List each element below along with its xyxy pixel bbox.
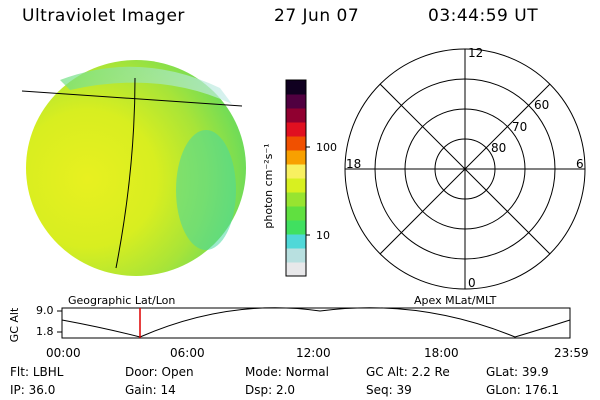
info-dsp: Dsp: 2.0 bbox=[245, 383, 296, 397]
altitude-xtick-0600: 06:00 bbox=[170, 346, 205, 360]
colorbar-segment bbox=[286, 108, 306, 123]
altitude-xtick-2359: 23:59 bbox=[554, 346, 589, 360]
info-ip: IP: 36.0 bbox=[10, 383, 56, 397]
geographic-caption: Geographic Lat/Lon bbox=[68, 294, 176, 307]
altitude-curve bbox=[61, 307, 571, 338]
colorbar-segment bbox=[286, 80, 306, 95]
colorbar: photon cm⁻²s⁻¹ bbox=[262, 79, 310, 277]
mlat-label-70: 70 bbox=[512, 120, 528, 134]
colorbar-segment bbox=[286, 178, 306, 193]
altitude-plot: GC Alt bbox=[8, 307, 571, 342]
altitude-ytick-9: 9.0 bbox=[36, 304, 54, 317]
altitude-xtick-0000: 00:00 bbox=[46, 346, 81, 360]
altitude-xtick-1200: 12:00 bbox=[296, 346, 331, 360]
latitude-line bbox=[21, 90, 243, 107]
mlat-label-60: 60 bbox=[534, 98, 550, 112]
earth-disk-image bbox=[21, 60, 246, 276]
colorbar-frame bbox=[285, 79, 307, 277]
mlt-label-6: 6 bbox=[576, 157, 584, 171]
colorbar-stack bbox=[286, 80, 306, 277]
mlt-label-0: 0 bbox=[468, 276, 476, 290]
info-glat: GLat: 39.9 bbox=[486, 365, 549, 379]
mlt-label-18: 18 bbox=[346, 157, 362, 171]
colorbar-segment bbox=[286, 136, 306, 151]
colorbar-segment bbox=[286, 192, 306, 207]
info-gain: Gain: 14 bbox=[125, 383, 176, 397]
mlat-label-80: 80 bbox=[491, 141, 507, 155]
altitude-plot-frame bbox=[61, 307, 571, 339]
info-seq: Seq: 39 bbox=[366, 383, 412, 397]
info-door: Door: Open bbox=[125, 365, 194, 379]
mlt-label-12: 12 bbox=[468, 46, 484, 60]
altitude-ytick-1-8: 1.8 bbox=[36, 325, 54, 338]
colorbar-segment bbox=[286, 248, 306, 263]
info-flt: Flt: LBHL bbox=[10, 365, 64, 379]
apex-caption: Apex MLat/MLT bbox=[414, 294, 497, 307]
colorbar-segment bbox=[286, 94, 306, 109]
imager-title: Ultraviolet Imager bbox=[22, 6, 185, 26]
altitude-xtick-1800: 18:00 bbox=[424, 346, 459, 360]
info-gc-alt: GC Alt: 2.2 Re bbox=[366, 365, 450, 379]
colorbar-segment bbox=[286, 150, 306, 165]
disk-upper-rim bbox=[60, 66, 232, 104]
date-label: 27 Jun 07 bbox=[274, 6, 360, 26]
disk-dawn-glow bbox=[176, 130, 236, 250]
time-label: 03:44:59 UT bbox=[428, 6, 539, 26]
info-mode: Mode: Normal bbox=[245, 365, 329, 379]
colorbar-label-100: 100 bbox=[316, 141, 337, 154]
polar-diagonal-2 bbox=[379, 83, 551, 255]
longitude-line bbox=[115, 77, 136, 269]
colorbar-segment bbox=[286, 220, 306, 235]
info-glon: GLon: 176.1 bbox=[486, 383, 559, 397]
colorbar-segment bbox=[286, 262, 306, 277]
altitude-ylabel: GC Alt bbox=[8, 307, 21, 342]
colorbar-segment bbox=[286, 206, 306, 221]
colorbar-unit-label: photon cm⁻²s⁻¹ bbox=[262, 143, 275, 228]
colorbar-label-10: 10 bbox=[316, 229, 330, 242]
colorbar-segment bbox=[286, 234, 306, 249]
polar-grid bbox=[344, 48, 586, 290]
colorbar-segment bbox=[286, 164, 306, 179]
colorbar-segment bbox=[286, 122, 306, 137]
